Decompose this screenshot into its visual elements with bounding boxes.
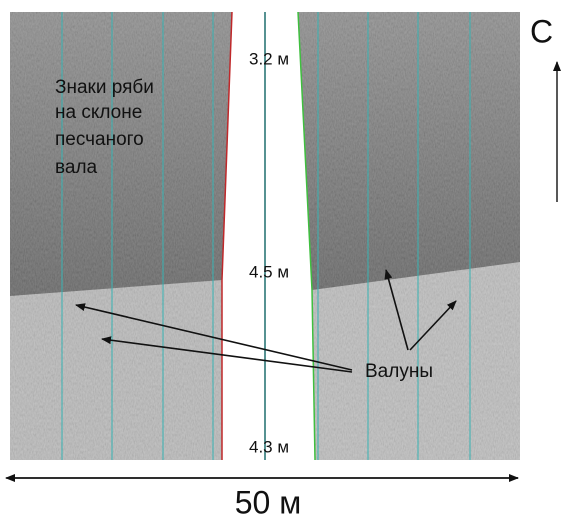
ripple-label: Знаки ряби (55, 77, 154, 98)
ripple-label: песчаного (55, 129, 144, 150)
ripple-label: вала (55, 157, 98, 178)
scale-label: 50 м (235, 484, 301, 520)
depth-label: 4.5 м (249, 262, 289, 281)
north-label: С (530, 13, 553, 49)
ripple-label: на склоне (55, 102, 142, 123)
boulder-arrows (75, 269, 457, 373)
depth-label: 4.3 м (249, 437, 289, 456)
boulders-label: Валуны (365, 361, 433, 382)
sonar-image (10, 12, 520, 460)
depth-label: 3.2 м (249, 49, 289, 68)
